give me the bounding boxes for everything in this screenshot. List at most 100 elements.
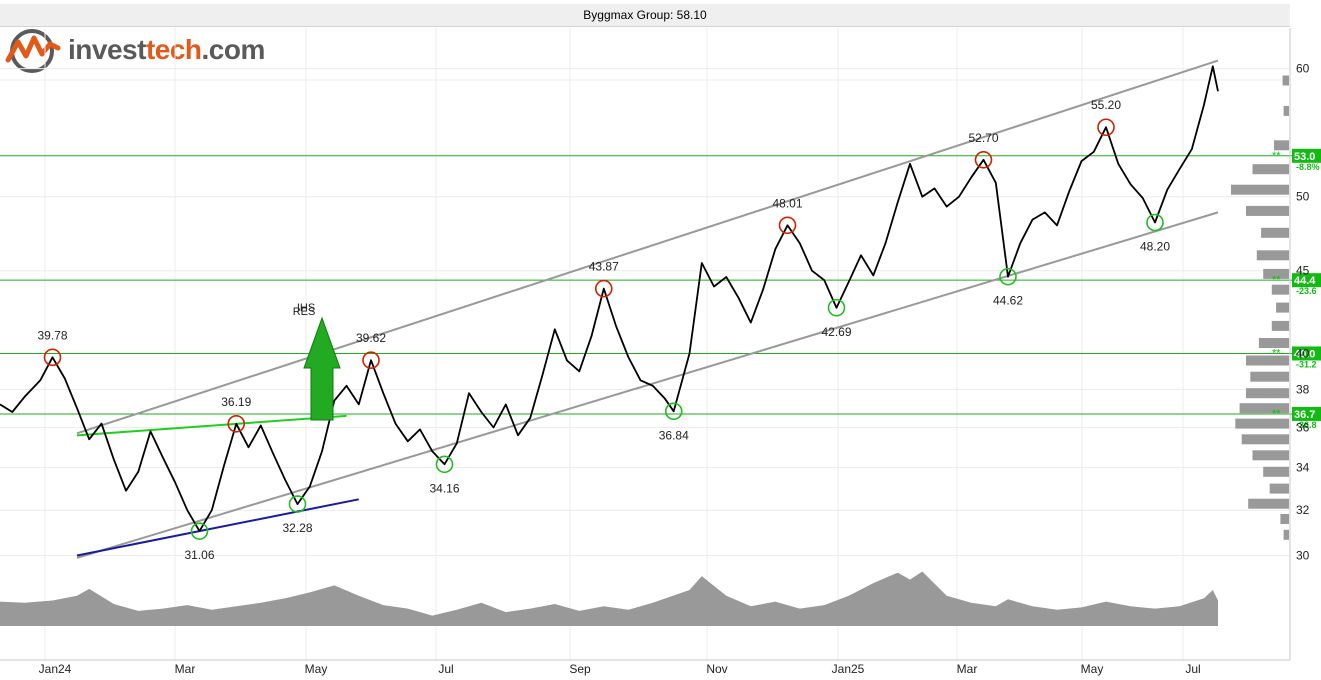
trough-label: 31.06 — [184, 548, 214, 562]
x-tick-label: Mar — [175, 662, 196, 676]
price-line — [0, 65, 1219, 532]
level-percent: -36.8 — [1296, 420, 1317, 430]
volume-profile-bar — [1252, 164, 1289, 175]
trough-label: 42.69 — [821, 325, 851, 339]
trough-marker — [827, 298, 846, 317]
volume-profile-bar — [1248, 498, 1289, 509]
level-stars: ** — [1272, 408, 1281, 420]
y-tick-label: 32 — [1296, 503, 1310, 517]
neckline-line — [76, 414, 347, 437]
x-tick-label: May — [305, 662, 328, 676]
volume-profile-bar — [1276, 302, 1289, 313]
volume-profile-bar — [1274, 140, 1289, 151]
volume-profile-bar — [1250, 371, 1289, 382]
trough-label: 32.28 — [282, 521, 312, 535]
trough-marker — [435, 455, 454, 474]
level-percent: -8.8% — [1296, 162, 1320, 172]
investtech-logo[interactable]: investtech.com — [2, 28, 272, 74]
trough-marker — [190, 522, 209, 540]
volume-profile-bar — [1282, 75, 1289, 86]
level-stars: ** — [1272, 150, 1281, 162]
peak-label: 39.62 — [356, 331, 386, 345]
price-layer — [0, 65, 1219, 532]
volume-profile-bar — [1239, 403, 1289, 414]
volume-profile-bar — [1241, 434, 1289, 445]
volume-profile-bar — [1231, 184, 1289, 195]
y-tick-label: 60 — [1296, 62, 1310, 76]
channel-lower-line — [76, 211, 1219, 559]
x-tick-label: Jan25 — [832, 662, 865, 676]
signal-text-ihs: IHS — [297, 302, 315, 314]
volume-profile-bar — [1246, 388, 1289, 399]
volume-profile-bar — [1246, 205, 1289, 216]
channel-upper-line — [76, 59, 1219, 435]
support-resistance-layer: ** 53.0-8.8% ** 44.4-23.6 ** 40.0-31.2 ** 36.7-… — [0, 148, 1321, 430]
y-tick-label: 40 — [1296, 346, 1310, 360]
volume-profile-layer — [1231, 75, 1289, 540]
level-value: 53.0 — [1294, 151, 1315, 163]
peak-label: 55.20 — [1091, 98, 1121, 112]
volume-profile-bar — [1269, 483, 1289, 494]
volume-profile-bar — [1235, 418, 1289, 429]
volume-layer — [0, 571, 1218, 626]
logo-brand-main: invest — [68, 34, 146, 65]
logo-mark-icon — [5, 29, 61, 73]
peak-marker — [594, 279, 613, 298]
trough-label: 34.16 — [429, 481, 459, 495]
logo-brand-suffix: .com — [201, 34, 266, 65]
trough-marker — [999, 267, 1017, 286]
volume-profile-bar — [1258, 338, 1289, 348]
level-badge — [1292, 346, 1321, 361]
level-percent: -23.6 — [1296, 286, 1317, 296]
peak-marker — [1097, 118, 1115, 137]
level-badge — [1292, 273, 1321, 288]
level-stars: ** — [1272, 347, 1281, 359]
peak-marker — [974, 150, 993, 169]
y-tick-label: 50 — [1296, 190, 1310, 204]
x-tick-label: Sep — [569, 662, 591, 676]
volume-area — [0, 571, 1218, 626]
logo-brand-accent: tech — [145, 34, 202, 65]
x-tick-label: Jul — [1185, 662, 1200, 676]
support-trend-line — [76, 498, 359, 557]
grid-layer — [0, 28, 1290, 660]
peak-marker — [43, 348, 62, 367]
volume-profile-bar — [1263, 466, 1289, 477]
chart-title-bar: Byggmax Group: 58.10 — [0, 4, 1290, 27]
y-tick-label: 30 — [1296, 549, 1310, 563]
volume-profile-bar — [1280, 514, 1289, 524]
volume-profile-bar — [1263, 268, 1289, 279]
y-tick-label: 45 — [1296, 264, 1310, 278]
x-tick-label: Nov — [706, 662, 727, 676]
x-tick-label: May — [1081, 662, 1104, 676]
axes-layer: 30 32 34 36 38 40 45 50 60 Jan24 Mar May Jul Sep Nov Ja… — [0, 28, 1310, 676]
volume-profile-bar — [1246, 355, 1289, 366]
level-percent: -31.2 — [1296, 359, 1317, 369]
level-stars: ** — [1272, 274, 1281, 286]
peak-marker — [362, 351, 380, 369]
x-tick-label: Jul — [438, 662, 453, 676]
peak-label: 43.87 — [589, 260, 619, 274]
y-tick-label: 34 — [1296, 461, 1310, 475]
level-badge — [1292, 406, 1321, 421]
trough-label: 36.84 — [659, 428, 689, 442]
peak-marker — [778, 216, 797, 235]
trough-label: 48.20 — [1140, 239, 1170, 253]
volume-profile-bar — [1283, 105, 1289, 116]
level-value: 44.4 — [1294, 275, 1316, 287]
level-badge — [1292, 148, 1321, 163]
level-value: 36.7 — [1294, 409, 1315, 421]
volume-profile-bar — [1256, 250, 1289, 261]
signal-text-res: RES — [293, 306, 316, 318]
peak-label: 39.78 — [37, 328, 67, 342]
volume-profile-bar — [1261, 227, 1289, 238]
trend-lines-layer — [76, 59, 1219, 559]
trough-label: 44.62 — [993, 294, 1023, 308]
level-value: 40.0 — [1294, 348, 1315, 360]
buy-signal-arrow-icon — [303, 316, 341, 421]
peak-marker — [227, 414, 246, 433]
x-tick-label: Jan24 — [39, 662, 72, 676]
peak-label: 36.19 — [221, 395, 251, 409]
trough-marker — [288, 495, 307, 513]
